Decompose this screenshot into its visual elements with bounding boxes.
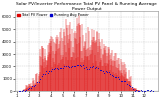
Point (136, 90, 139, 92)
Title: Solar PV/Inverter Performance Total PV Panel & Running Average Power Output: Solar PV/Inverter Performance Total PV P… (16, 2, 157, 11)
Point (132, 88, 134, 90)
Point (117, 76, 119, 78)
Point (72, 65, 75, 67)
Point (138, 90, 140, 92)
Point (100, 70, 102, 71)
Point (80, 65, 83, 67)
Point (144, 90, 147, 92)
Point (40, 75, 43, 76)
Point (77, 64, 80, 66)
Point (126, 83, 128, 84)
Point (124, 80, 127, 82)
Point (104, 70, 107, 72)
Point (28, 87, 31, 88)
Point (107, 72, 110, 73)
Point (120, 80, 122, 81)
Point (51, 68, 54, 70)
Point (34, 84, 37, 85)
Point (52, 68, 55, 70)
Point (103, 72, 105, 73)
Point (33, 85, 35, 87)
Point (83, 67, 86, 69)
Point (86, 68, 89, 69)
Point (123, 81, 125, 82)
Point (152, 90, 154, 92)
Point (147, 89, 150, 91)
Point (94, 67, 96, 68)
Point (48, 70, 50, 72)
Point (95, 66, 98, 68)
Point (84, 67, 87, 68)
Point (39, 78, 41, 80)
Point (135, 89, 137, 91)
Point (74, 65, 76, 67)
Point (150, 90, 153, 91)
Point (81, 64, 84, 66)
Point (92, 65, 95, 67)
Point (127, 84, 130, 85)
Point (20, 90, 23, 92)
Point (118, 78, 121, 80)
Point (106, 71, 108, 73)
Point (66, 65, 69, 67)
Point (45, 70, 47, 72)
Point (121, 80, 124, 82)
Point (46, 72, 49, 73)
Point (57, 69, 60, 70)
Point (143, 90, 145, 92)
Point (69, 66, 72, 68)
Point (112, 76, 115, 77)
Point (133, 90, 136, 91)
Point (65, 65, 67, 66)
Point (101, 70, 104, 72)
Point (75, 64, 78, 66)
Point (129, 85, 131, 87)
Point (149, 90, 151, 92)
Point (56, 68, 58, 69)
Point (78, 64, 81, 66)
Point (42, 73, 44, 75)
Point (146, 90, 148, 91)
Point (22, 90, 24, 91)
Point (141, 90, 144, 91)
Point (30, 88, 32, 89)
Point (88, 68, 90, 70)
Legend: Total PV Power, Running Avg Power: Total PV Power, Running Avg Power (17, 12, 89, 18)
Point (140, 89, 142, 91)
Point (25, 90, 28, 91)
Point (89, 66, 92, 68)
Point (27, 88, 29, 90)
Point (97, 67, 99, 68)
Point (36, 81, 38, 83)
Point (19, 90, 21, 92)
Point (63, 65, 66, 67)
Point (98, 69, 101, 71)
Point (109, 73, 112, 75)
Point (54, 67, 57, 68)
Point (59, 68, 61, 69)
Point (60, 68, 63, 69)
Point (24, 90, 26, 91)
Point (68, 66, 70, 67)
Point (91, 66, 93, 68)
Point (71, 65, 73, 66)
Point (62, 67, 64, 69)
Point (110, 74, 113, 75)
Point (115, 76, 118, 77)
Point (49, 70, 52, 72)
Point (114, 76, 116, 77)
Point (17, 90, 20, 92)
Point (37, 81, 40, 82)
Point (130, 86, 133, 87)
Point (31, 86, 34, 87)
Point (43, 74, 46, 75)
